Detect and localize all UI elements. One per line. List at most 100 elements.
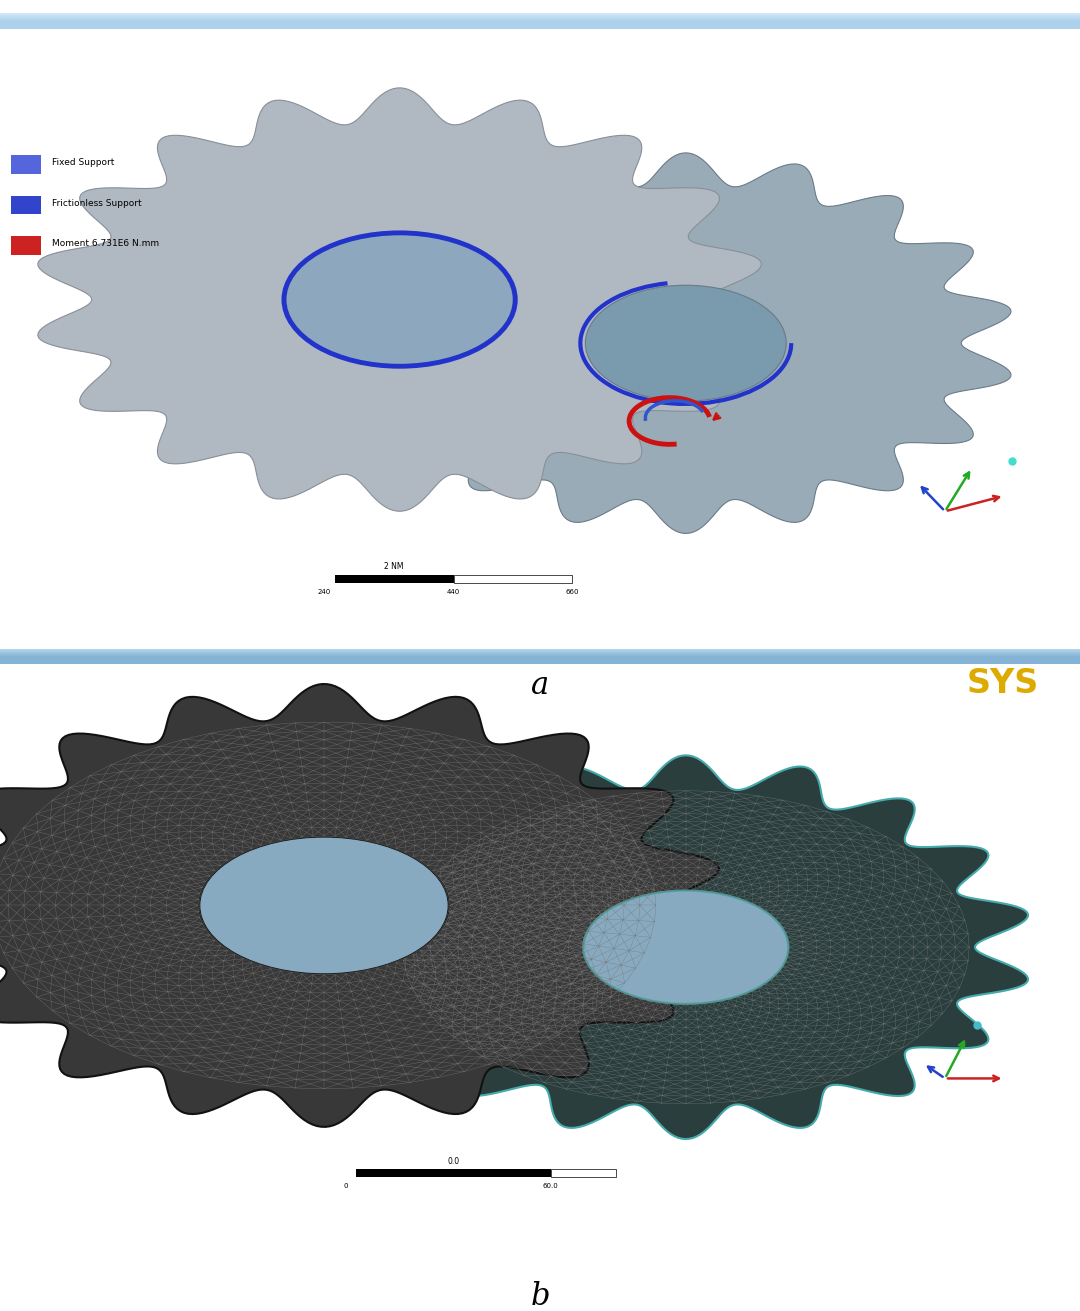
Bar [0, 20, 1080, 28]
Bar [0, 652, 1080, 658]
Bar [0, 18, 1080, 26]
Bar [0, 653, 1080, 661]
Bar [0, 652, 1080, 659]
Bar [0, 16, 1080, 24]
Text: 2 NM: 2 NM [384, 562, 404, 572]
Bar [0, 650, 1080, 658]
Bar [0, 650, 1080, 658]
Bar [0, 16, 1080, 24]
Bar [11, 155, 41, 174]
Bar [0, 16, 1080, 24]
Bar [0, 654, 1080, 661]
Text: b: b [530, 1281, 550, 1311]
Bar [0, 649, 1080, 657]
Bar [0, 654, 1080, 662]
Bar [0, 656, 1080, 663]
Bar [0, 18, 1080, 26]
Bar [0, 17, 1080, 25]
Bar [0, 654, 1080, 662]
Bar [0, 14, 1080, 22]
Bar [0, 650, 1080, 658]
Bar [0, 650, 1080, 658]
Bar [0, 653, 1080, 659]
Bar [0, 16, 1080, 24]
Text: a: a [531, 670, 549, 701]
Polygon shape [343, 755, 1028, 1139]
Circle shape [199, 836, 449, 974]
Bar [0, 13, 1080, 21]
Bar [0, 650, 1080, 657]
Bar [0, 650, 1080, 658]
Bar [551, 1169, 616, 1177]
Bar [0, 14, 1080, 22]
Bar [0, 14, 1080, 22]
Bar [0, 14, 1080, 22]
Text: 440: 440 [447, 589, 460, 595]
Bar [0, 16, 1080, 24]
Bar [0, 17, 1080, 25]
Bar [0, 17, 1080, 25]
Bar [0, 20, 1080, 26]
Bar [0, 18, 1080, 26]
Bar [0, 18, 1080, 25]
Bar [335, 574, 454, 583]
Bar [0, 20, 1080, 28]
Bar [0, 657, 1080, 663]
Bar [0, 18, 1080, 26]
Text: ANS: ANS [991, 31, 1069, 64]
Bar [0, 20, 1080, 28]
Bar [0, 18, 1080, 26]
Circle shape [286, 235, 513, 364]
Bar [0, 653, 1080, 661]
Bar [0, 652, 1080, 658]
Bar [0, 656, 1080, 662]
Bar [0, 654, 1080, 661]
Bar [0, 649, 1080, 657]
Text: Frictionless Support: Frictionless Support [52, 198, 141, 207]
Text: AN: AN [896, 667, 950, 700]
Bar [0, 650, 1080, 657]
Bar [0, 16, 1080, 24]
Bar [0, 650, 1080, 657]
Bar [0, 17, 1080, 25]
Bar [0, 17, 1080, 25]
Bar [0, 18, 1080, 26]
Bar [0, 649, 1080, 657]
Bar [0, 17, 1080, 25]
Bar [0, 653, 1080, 661]
Bar [0, 17, 1080, 25]
Bar [0, 16, 1080, 24]
Bar [0, 14, 1080, 21]
Bar [0, 21, 1080, 29]
Bar [0, 14, 1080, 22]
Bar [0, 652, 1080, 659]
Bar [0, 656, 1080, 663]
Bar [0, 13, 1080, 21]
Bar [0, 16, 1080, 22]
Text: SYS: SYS [967, 667, 1039, 700]
Bar [0, 656, 1080, 663]
Bar [0, 14, 1080, 22]
Bar [0, 653, 1080, 661]
Bar [0, 20, 1080, 28]
Polygon shape [0, 684, 719, 1127]
Bar [0, 13, 1080, 21]
Bar [0, 20, 1080, 28]
Bar [0, 654, 1080, 662]
Bar [0, 656, 1080, 662]
Bar [0, 656, 1080, 662]
Bar [0, 17, 1080, 25]
Bar [0, 14, 1080, 22]
Bar [0, 652, 1080, 658]
Bar [0, 17, 1080, 25]
Polygon shape [38, 88, 761, 511]
Bar [0, 652, 1080, 659]
Text: 60.0: 60.0 [543, 1183, 558, 1189]
Bar [0, 16, 1080, 24]
Bar [0, 649, 1080, 657]
Bar [0, 650, 1080, 658]
Bar [0, 653, 1080, 661]
Bar [0, 18, 1080, 26]
Bar [0, 20, 1080, 28]
Bar [0, 20, 1080, 28]
